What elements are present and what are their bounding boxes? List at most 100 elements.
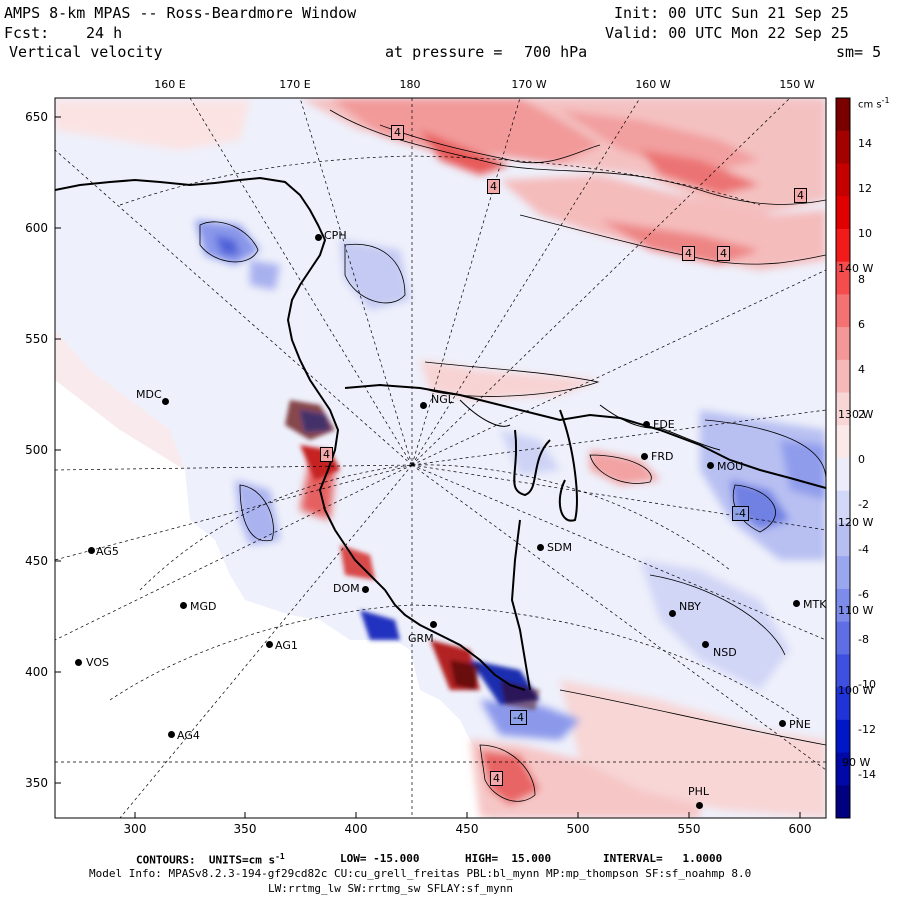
contour-label: 4 (490, 771, 503, 786)
colorbar-segment (836, 294, 850, 328)
station-label: MDC (136, 388, 162, 401)
station-marker (266, 641, 273, 648)
negative-velocity-regions (195, 220, 826, 740)
colorbar-tick: 8 (858, 273, 865, 286)
map-frame (54, 97, 827, 819)
colorbar-segment (836, 458, 850, 492)
longitude-label: 130 W (838, 408, 874, 421)
station-marker (696, 802, 703, 809)
x-tick: 450 (455, 822, 479, 836)
valid-time: Valid: 00 UTC Mon 22 Sep 25 (605, 24, 849, 42)
colorbar-segment (836, 327, 850, 361)
colorbar-tick: -6 (858, 588, 869, 601)
station-marker (643, 421, 650, 428)
longitude-label: 90 W (842, 756, 871, 769)
station-marker (702, 641, 709, 648)
contour-label: 4 (320, 447, 333, 462)
colorbar-segment (836, 359, 850, 394)
colorbar-segment (836, 196, 850, 230)
colorbar-segment (836, 785, 850, 819)
station-label: AG1 (275, 639, 298, 652)
pressure-value: 700 hPa (524, 43, 588, 61)
station-label: VOS (86, 656, 109, 669)
contour-label: 4 (391, 125, 404, 140)
latlon-grid (55, 98, 826, 818)
colorbar-tick: 4 (858, 363, 865, 376)
colorbar-tick: 12 (858, 182, 872, 195)
colorbar-segment (836, 621, 850, 655)
x-tick: 350 (233, 822, 257, 836)
station-label: DOM (333, 582, 360, 595)
colorbar-tick: -8 (858, 633, 869, 646)
y-tick: 500 (25, 443, 48, 457)
pressure-label: at pressure = (385, 43, 503, 61)
station-marker (180, 602, 187, 609)
x-tick: 550 (677, 822, 701, 836)
colorbar-segment (836, 163, 850, 197)
longitude-label: 170 W (511, 78, 547, 91)
colorbar-segment (836, 588, 850, 623)
contour-high: HIGH= 15.000 (465, 852, 552, 865)
station-label: PHL (688, 785, 710, 798)
model-info: Model Info: MPASv8.2.3-194-gf29cd82c CU:… (89, 867, 752, 880)
colorbar-segment (836, 523, 850, 557)
station-label: AG4 (177, 729, 200, 742)
no-data-region (55, 380, 490, 818)
longitude-label: 160 W (635, 78, 671, 91)
station-label: GRM (408, 632, 434, 645)
station-marker (537, 544, 544, 551)
longitude-label: 150 W (779, 78, 815, 91)
colorbar-units: cm s-1 (858, 96, 890, 111)
contour-units: CONTOURS: UNITS=cm s-1 (136, 852, 285, 867)
colorbar-tick: -4 (858, 543, 869, 556)
colorbar-tick: 10 (858, 227, 872, 240)
station-marker (362, 586, 369, 593)
colorbar-tick: 0 (858, 453, 865, 466)
y-tick: 550 (25, 332, 48, 346)
y-tick: 600 (25, 221, 48, 235)
colorbar-tick: -10 (858, 678, 876, 691)
colorbar-segment (836, 98, 850, 132)
contour-label: -4 (510, 710, 527, 725)
station-marker (430, 621, 437, 628)
longitude-label: 110 W (838, 604, 874, 617)
colorbar-segment (836, 228, 850, 263)
x-tick: 300 (123, 822, 147, 836)
station-label: FRD (651, 450, 674, 463)
colorbar-segment (836, 425, 850, 459)
colorbar-segment (836, 654, 850, 688)
colorbar-tick: -14 (858, 768, 876, 781)
longitude-label: 180 (399, 78, 421, 91)
colorbar-segment (836, 687, 850, 721)
contour-interval: INTERVAL= 1.0000 (603, 852, 723, 865)
init-time: Init: 00 UTC Sun 21 Sep 25 (614, 4, 849, 22)
longitude-label: 120 W (838, 516, 874, 529)
station-label: NGL (431, 393, 454, 406)
positive-velocity-regions (55, 98, 826, 818)
field-name: Vertical velocity (9, 43, 163, 61)
contour-label: 4 (794, 188, 807, 203)
contour-label: 4 (487, 179, 500, 194)
contour-label: 4 (682, 246, 695, 261)
station-marker (641, 453, 648, 460)
forecast-hour: 24 h (86, 24, 123, 42)
longitude-label: 100 W (838, 684, 874, 697)
x-tick: 600 (788, 822, 812, 836)
colorbar-segment (836, 392, 850, 426)
colorbar-tick: -2 (858, 498, 869, 511)
model-info-line2: LW:rrtmg_lw SW:rrtmg_sw SFLAY:sf_mynn (268, 882, 514, 895)
station-marker (793, 600, 800, 607)
colorbar-segment (836, 719, 850, 754)
station-label: MTK (803, 598, 827, 611)
colorbar-segment (836, 490, 850, 524)
station-label: PNE (789, 718, 811, 731)
map-title: AMPS 8-km MPAS -- Ross-Beardmore Window (4, 4, 357, 22)
colorbar-segment (836, 752, 850, 786)
station-marker (315, 234, 322, 241)
contour-low: LOW= -15.000 (340, 852, 420, 865)
y-tick: 650 (25, 110, 48, 124)
forecast-label: Fcst: (4, 24, 50, 42)
colorbar-tick: 6 (858, 318, 865, 331)
station-marker (707, 462, 714, 469)
